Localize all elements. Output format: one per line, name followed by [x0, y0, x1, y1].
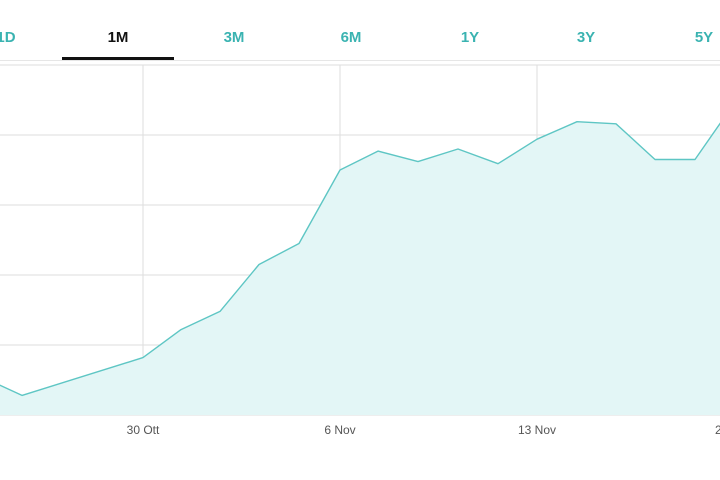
x-axis-ticks: 30 Ott 6 Nov 13 Nov 20 Nov: [127, 423, 720, 437]
tab-3y[interactable]: 3Y: [576, 29, 596, 46]
tab-1y[interactable]: 1Y: [460, 29, 480, 46]
tab-1d[interactable]: 1D: [0, 29, 16, 46]
series-line: [0, 121, 720, 397]
x-tick-label: 20 Nov: [715, 423, 720, 437]
tab-3m[interactable]: 3M: [223, 29, 245, 46]
range-tabs: 1D 1M 3M 6M 1Y 3Y 5Y: [0, 0, 720, 61]
x-tick-label: 13 Nov: [518, 423, 556, 437]
tab-1m[interactable]: 1M: [62, 28, 174, 60]
x-tick-label: 6 Nov: [324, 423, 355, 437]
tab-6m[interactable]: 6M: [340, 29, 362, 46]
series-area: [0, 121, 720, 415]
tab-5y[interactable]: 5Y: [694, 29, 714, 46]
x-tick-label: 30 Ott: [127, 423, 160, 437]
